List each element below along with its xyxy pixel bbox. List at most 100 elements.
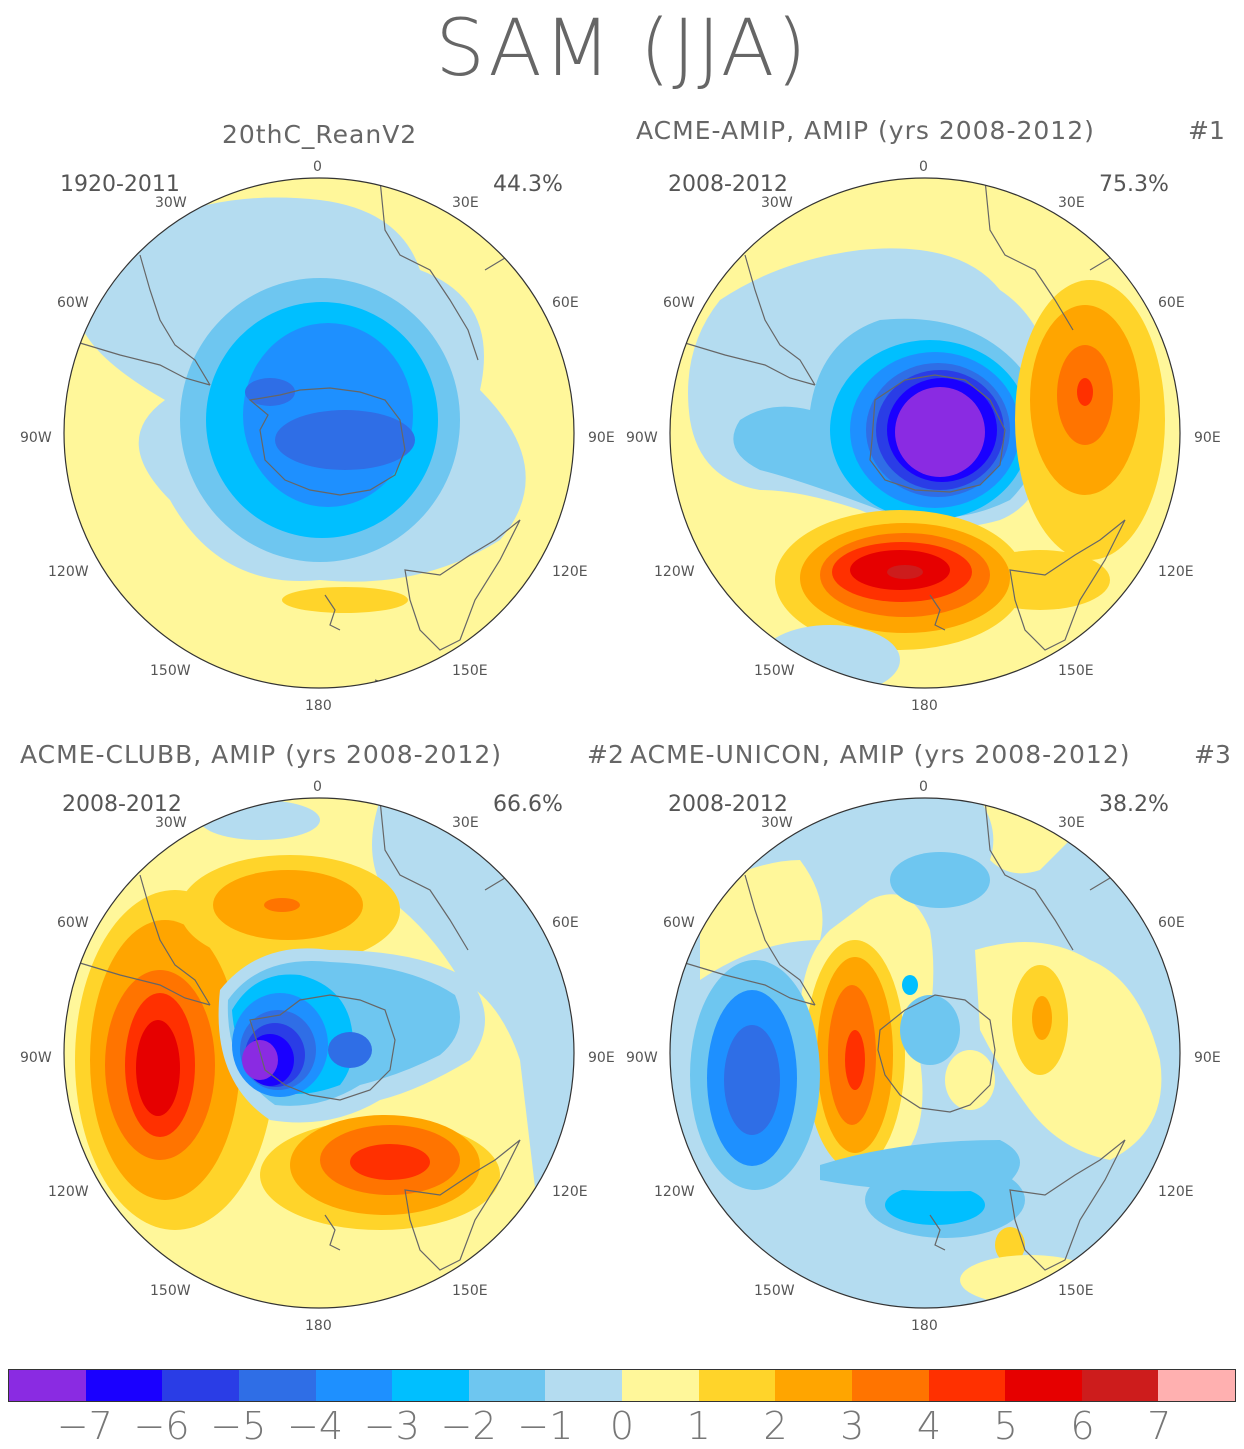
panel-3-title: ACME-CLUBB, AMIP (yrs 2008-2012) — [20, 740, 503, 769]
colorbar-cell — [545, 1370, 622, 1401]
colorbar-cell — [622, 1370, 699, 1401]
panel-2-coastlines — [674, 179, 1126, 651]
lon-label: 0 — [313, 159, 322, 175]
panel-4-longitude-labels: 0 30E 60E 90E 120E 150E 180 150W 120W 90… — [626, 779, 1221, 1334]
colorbar-tick-label: −6 — [133, 1404, 190, 1448]
colorbar-tick-label: 7 — [1147, 1404, 1172, 1448]
lon-label: 90E — [588, 430, 615, 446]
colorbar-tick-label: −7 — [56, 1404, 113, 1448]
lon-label: 0 — [919, 159, 928, 175]
colorbar-cell — [315, 1370, 393, 1401]
lon-label: 60W — [663, 915, 695, 931]
colorbar-tick-label: 6 — [1070, 1404, 1095, 1448]
lon-label: 30W — [155, 195, 187, 211]
lon-label: 90W — [626, 1050, 658, 1066]
panel-4-variance: 38.2% — [1099, 792, 1169, 817]
lon-label: 180 — [911, 698, 938, 714]
colorbar-cell — [1081, 1370, 1159, 1401]
lon-label: 150W — [754, 663, 795, 679]
lon-label: 120E — [1158, 1184, 1194, 1200]
colorbar-cell — [1158, 1370, 1235, 1401]
panel-4-map — [669, 797, 1181, 1309]
lon-label: 150E — [1058, 663, 1094, 679]
panel-3-field — [75, 800, 574, 1285]
colorbar-tick-label: 5 — [993, 1404, 1018, 1448]
lon-label: 30E — [1058, 815, 1085, 831]
lon-label: 120E — [1158, 564, 1194, 580]
main-title: SAM (JJA) — [435, 4, 809, 94]
lon-label: 180 — [911, 1318, 938, 1334]
panel-2-variance: 75.3% — [1099, 172, 1169, 197]
colorbar-cell — [392, 1370, 469, 1401]
lon-label: 60W — [663, 295, 695, 311]
panel-2-period: 2008-2012 — [668, 172, 788, 197]
lon-label: 180 — [305, 1318, 332, 1334]
colorbar-cell — [162, 1370, 239, 1401]
panel-3-longitude-labels: 0 30E 60E 90E 120E 150E 180 150W 120W 90… — [20, 779, 615, 1334]
colorbar-tick-label: −4 — [286, 1404, 344, 1448]
lon-label: 180 — [305, 698, 332, 714]
maps-canvas: 1920-2011 44.3% 2008-2012 75.3% 2008-201… — [20, 159, 1221, 1334]
lon-label: 150W — [150, 1283, 191, 1299]
panel-1-variance: 44.3% — [493, 172, 563, 197]
lon-label: 90W — [20, 1050, 52, 1066]
panel-1-title: 20thC_ReanV2 — [222, 120, 418, 149]
lon-label: 30E — [452, 195, 479, 211]
lon-label: 30W — [761, 195, 793, 211]
colorbar-tick-label: −5 — [210, 1404, 267, 1448]
lon-label: 60W — [57, 915, 89, 931]
lon-label: 30E — [1058, 195, 1085, 211]
lon-label: 30W — [761, 815, 793, 831]
colorbar-cell — [9, 1370, 86, 1401]
panel-2-field — [688, 248, 1165, 688]
colorbar-tick-label: 1 — [686, 1404, 711, 1448]
colorbar-cell — [238, 1370, 316, 1401]
panel-4-tag: #3 — [1194, 740, 1231, 769]
lon-label: 60E — [1158, 295, 1185, 311]
colorbar-tick-label: 0 — [609, 1404, 635, 1448]
panel-3-coastlines — [69, 799, 521, 1271]
lon-label: 150E — [452, 663, 488, 679]
panel-2-longitude-labels: 0 30E 60E 90E 120E 150E 180 150W 120W 90… — [626, 159, 1221, 714]
lon-label: 150W — [754, 1283, 795, 1299]
lon-label: 120W — [654, 1184, 695, 1200]
panel-2-map — [669, 177, 1181, 689]
panel-3-variance: 66.6% — [493, 792, 563, 817]
colorbar-cell — [468, 1370, 546, 1401]
lon-label: 150E — [452, 1283, 488, 1299]
lon-label: 90W — [626, 430, 658, 446]
lon-label: 150W — [150, 663, 191, 679]
lon-label: 90W — [20, 430, 52, 446]
colorbar-tick-label: 4 — [916, 1404, 942, 1448]
lon-label: 60E — [552, 915, 579, 931]
colorbar-tick-label: 2 — [763, 1404, 788, 1448]
lon-label: 150E — [1058, 1283, 1094, 1299]
panel-2-title: ACME-AMIP, AMIP (yrs 2008-2012) — [636, 116, 1095, 145]
lon-label: 30E — [452, 815, 479, 831]
colorbar-tick-label: −2 — [440, 1404, 497, 1448]
colorbar — [8, 1369, 1236, 1402]
panel-1-period: 1920-2011 — [60, 172, 180, 197]
panel-1-coastlines — [69, 179, 521, 686]
colorbar-cell — [85, 1370, 163, 1401]
lon-label: 120W — [48, 564, 89, 580]
panel-1-longitude-labels: 0 30E 60E 90E 120E 150E 180 150W 120W 90… — [20, 159, 615, 714]
panel-4-title: ACME-UNICON, AMIP (yrs 2008-2012) — [630, 740, 1131, 769]
lon-label: 0 — [919, 779, 928, 795]
panel-4-period: 2008-2012 — [668, 792, 788, 817]
colorbar-cell — [928, 1370, 1006, 1401]
lon-label: 120E — [552, 1184, 588, 1200]
panel-3-period: 2008-2012 — [62, 792, 182, 817]
colorbar-labels: −7 −6 −5 −4 −3 −2 −1 0 1 2 3 4 5 6 7 — [0, 1404, 1244, 1449]
panel-3-tag: #2 — [587, 740, 624, 769]
lon-label: 90E — [1194, 430, 1221, 446]
lon-label: 90E — [588, 1050, 615, 1066]
colorbar-tick-label: −3 — [363, 1404, 420, 1448]
lon-label: 120E — [552, 564, 588, 580]
colorbar-cell — [775, 1370, 852, 1401]
colorbar-cell — [1005, 1370, 1082, 1401]
panel-2-tag: #1 — [1188, 116, 1225, 145]
lon-label: 60E — [1158, 915, 1185, 931]
lon-label: 30W — [155, 815, 187, 831]
colorbar-tick-label: 3 — [840, 1404, 865, 1448]
